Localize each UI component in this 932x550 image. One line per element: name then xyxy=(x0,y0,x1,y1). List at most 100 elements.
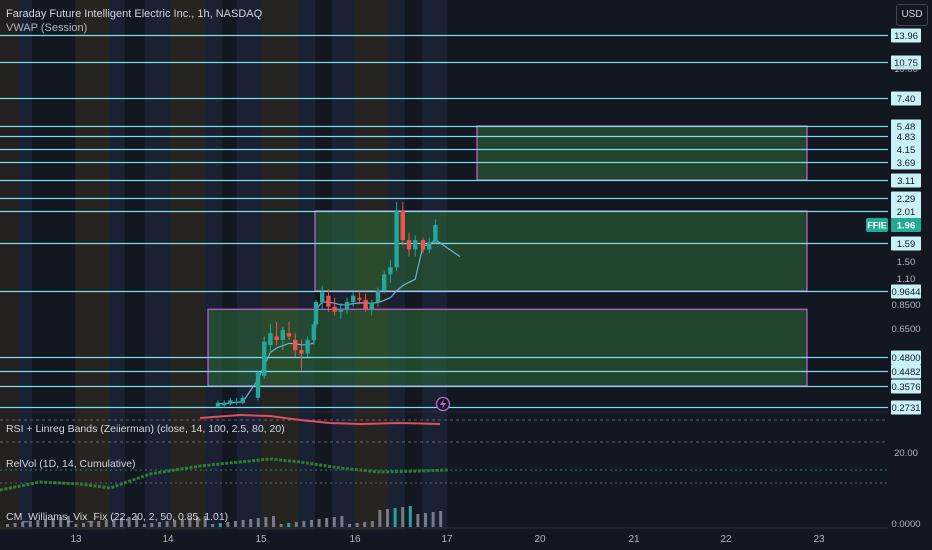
session-stripe-4 xyxy=(145,0,170,530)
vixfix-bar-39 xyxy=(302,521,306,527)
vixfix-bar-26 xyxy=(203,516,207,527)
price-level-label-7: 3.11 xyxy=(897,176,915,187)
vixfix-bar-47 xyxy=(363,522,367,527)
candle-body-13 xyxy=(305,339,310,354)
vixfix-bar-48 xyxy=(370,521,374,527)
candle-body-1 xyxy=(222,402,227,406)
y-tick-label-0: 10.00 xyxy=(894,64,918,75)
rsi-line xyxy=(199,413,441,426)
rsi-indicator-label[interactable]: RSI + Linreg Bands (Zeiierman) (close, 1… xyxy=(6,423,285,435)
candle-body-34 xyxy=(433,225,438,243)
price-level-tag-0 xyxy=(891,28,921,43)
price-level-tag-6 xyxy=(891,155,921,170)
price-level-tag-2 xyxy=(891,91,921,106)
vixfix-bar-16 xyxy=(127,517,131,527)
candle-body-18 xyxy=(332,306,337,312)
vixfix-bar-19 xyxy=(150,523,154,527)
vixfix-bar-9 xyxy=(74,524,78,527)
candlesticks xyxy=(215,202,438,408)
x-tick-label-3: 16 xyxy=(349,534,361,545)
candle-body-16 xyxy=(320,292,325,302)
session-stripe-5 xyxy=(170,0,205,530)
vwap-legend[interactable]: VWAP (Session) xyxy=(6,22,88,34)
vixfix-bar-50 xyxy=(386,509,389,527)
candle-body-24 xyxy=(369,303,374,310)
x-tick-label-6: 21 xyxy=(628,534,640,545)
vixfix-bar-53 xyxy=(408,506,412,527)
candle-body-11 xyxy=(293,339,298,351)
x-tick-label-7: 22 xyxy=(720,534,732,545)
x-tick-label-8: 23 xyxy=(813,534,825,545)
price-level-label-6: 3.69 xyxy=(897,158,916,169)
candle-body-15 xyxy=(313,301,319,325)
currency-button[interactable]: USD xyxy=(896,4,928,26)
vixfix-bar-33 xyxy=(256,518,260,527)
vixfix-bar-25 xyxy=(196,517,199,527)
candle-body-31 xyxy=(413,240,418,250)
vixfix-bar-42 xyxy=(325,518,329,527)
vixfix-bar-29 xyxy=(226,522,230,527)
vixfix-bar-44 xyxy=(340,516,344,527)
session-stripe-1 xyxy=(18,0,32,530)
session-stripe-3 xyxy=(110,0,125,530)
session-stripe-9 xyxy=(298,0,315,530)
vixfix-bar-8 xyxy=(66,516,70,527)
price-level-tag-4 xyxy=(891,129,921,144)
price-level-tag-11 xyxy=(891,284,921,299)
session-stripe-6 xyxy=(205,0,222,530)
candle-body-27 xyxy=(388,267,393,275)
candle-body-22 xyxy=(357,297,362,300)
candle-body-33 xyxy=(427,242,432,250)
vixfix-bar-41 xyxy=(317,519,321,527)
vixfix-bar-56 xyxy=(431,512,435,527)
zone-box-2 xyxy=(207,308,808,387)
y-tick-label-2: 1.10 xyxy=(897,274,916,285)
last-price-tag xyxy=(891,218,921,232)
candle-body-5 xyxy=(255,372,261,398)
session-stripe-2 xyxy=(75,0,110,530)
vixfix-bar-35 xyxy=(272,516,275,527)
candle-body-0 xyxy=(215,402,221,407)
relvol-axis-label: 20.00 xyxy=(894,448,918,459)
price-level-label-1: 10.75 xyxy=(894,58,918,69)
price-level-label-8: 2.29 xyxy=(897,194,916,205)
vixfix-bar-34 xyxy=(264,517,268,527)
x-tick-label-1: 14 xyxy=(162,534,174,545)
relvol-indicator-label[interactable]: RelVol (1D, 14, Cumulative) xyxy=(6,458,136,470)
price-level-label-12: 0.4800 xyxy=(891,353,920,364)
price-level-tag-12 xyxy=(891,350,921,365)
symbol-label: FFIE xyxy=(867,221,887,231)
vixfix-bar-18 xyxy=(142,524,146,527)
price-level-label-15: 0.2731 xyxy=(891,403,920,414)
time-axis: 13 14 15 16 17 20 21 22 23 xyxy=(70,396,825,545)
price-level-label-3: 5.48 xyxy=(897,122,916,133)
vixfix-bar-31 xyxy=(241,520,245,527)
session-stripe-0 xyxy=(0,0,18,530)
vixfix-bar-40 xyxy=(310,520,313,527)
vixfix-bar-55 xyxy=(424,513,427,527)
session-stripe-7 xyxy=(237,0,262,530)
last-price-label: 1.96 xyxy=(897,221,916,232)
candle-body-6 xyxy=(262,341,267,376)
candle-body-14 xyxy=(311,324,316,340)
vixfix-bar-52 xyxy=(401,507,405,527)
price-level-tag-13 xyxy=(891,364,921,379)
zone-box-1 xyxy=(314,210,808,292)
candle-body-4 xyxy=(240,397,245,403)
vixfix-axis-label: 0.0000 xyxy=(891,519,920,530)
vixfix-bar-20 xyxy=(158,522,161,527)
vixfix-bar-0 xyxy=(6,524,9,527)
vixfix-bar-28 xyxy=(218,523,222,527)
symbol-tag xyxy=(866,218,888,232)
vixfix-bar-32 xyxy=(249,519,253,527)
vixfix-bar-10 xyxy=(82,523,85,527)
candle-body-3 xyxy=(234,401,239,403)
candle-body-17 xyxy=(326,295,331,307)
vixfix-bar-23 xyxy=(180,519,184,527)
vixfix-indicator-label[interactable]: CM_Williams_Vix_Fix (22, 20, 2, 50, 0.85… xyxy=(6,511,229,523)
price-level-label-2: 7.40 xyxy=(897,94,916,105)
price-level-label-13: 0.4482 xyxy=(891,367,920,378)
vixfix-bar-4 xyxy=(36,520,40,527)
price-level-tag-5 xyxy=(891,142,921,157)
